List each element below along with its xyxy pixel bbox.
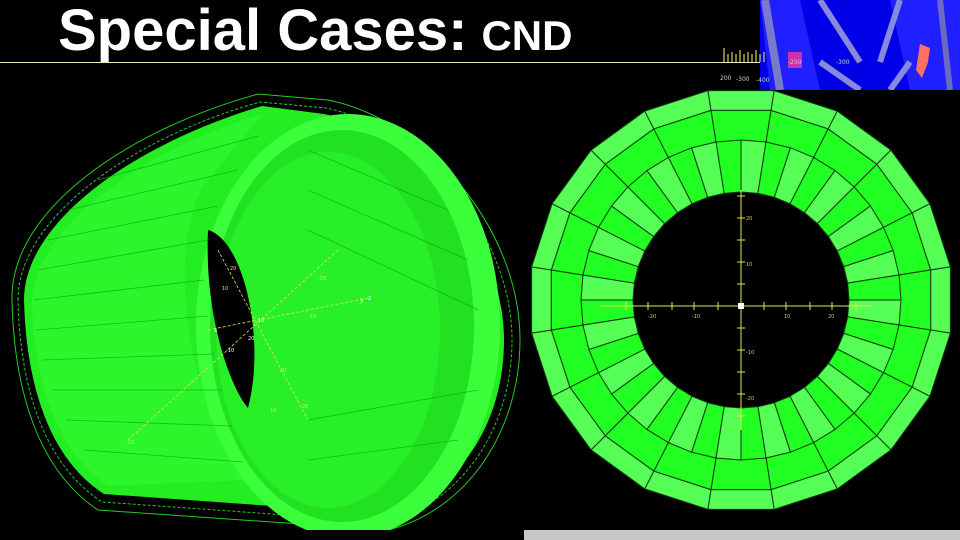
thumb-scale-label-1: 200 — [720, 75, 732, 82]
ring-middle-paddle — [710, 109, 772, 143]
left-axis-label-11: -20 — [278, 368, 286, 374]
left-axis-label-8: 10 — [258, 318, 264, 324]
thumb-scale-label-2: -300 — [736, 76, 750, 83]
left-axis-label-6: -10 — [308, 314, 316, 320]
right-hlabel-3: 10 — [784, 314, 790, 320]
right-vlabel-2: 10 — [746, 262, 752, 268]
right-hlabel-4: 20 — [828, 314, 834, 320]
cnd-3d-svg: x y z 10 20 -10 -20 10 20 -10 -20 10 20 … — [11, 93, 521, 538]
title-rule — [0, 62, 960, 63]
thumbnail-scale: 200 -300 -400 -250 -300 — [720, 48, 850, 84]
ring-middle-paddle — [550, 269, 584, 331]
left-axis-label-4: 10 — [222, 286, 228, 292]
left-axis-label-7: -20 — [318, 276, 326, 282]
footer-bar — [524, 530, 960, 540]
thumb-scale-label-4: -250 — [788, 59, 802, 66]
ring-outer-paddle — [707, 90, 775, 111]
thumb-scale-label-5: -300 — [836, 59, 850, 66]
thumb-scale-label-3: -400 — [756, 77, 770, 84]
ring-inner-paddle — [690, 141, 725, 198]
left-axis-label-5: 20 — [230, 266, 236, 272]
ring-outer-paddle — [930, 266, 951, 334]
cnd-front-svg: 20 10 -10 -20 -20 -10 10 20 — [530, 89, 952, 511]
thumbnail-graphic — [760, 0, 960, 90]
slide-title-sub: CND — [481, 12, 573, 59]
right-hlabel-1: -20 — [648, 314, 656, 320]
left-axis-label-3: z — [368, 295, 371, 302]
left-axis-label-2: y — [360, 297, 364, 304]
slide-title: Special Cases: CND — [58, 2, 572, 60]
left-axis-label-1: x — [214, 327, 218, 334]
ring-outer-paddle — [531, 266, 552, 334]
right-vlabel-3: -10 — [746, 350, 754, 356]
cnd-front-view: 20 10 -10 -20 -20 -10 10 20 — [522, 89, 960, 530]
left-axis-label-14: -10 — [126, 440, 134, 446]
right-vlabel-1: 20 — [746, 216, 752, 222]
ring-middle-paddle — [710, 457, 772, 491]
left-axis-label-9: 20 — [248, 336, 254, 342]
right-vlabel-4: -20 — [746, 396, 754, 402]
left-axis-label-10: -10 — [226, 348, 234, 354]
detector-thumbnail — [760, 0, 960, 90]
right-hlabel-2: -10 — [692, 314, 700, 320]
left-axis-label-13: 20 — [302, 404, 308, 410]
cnd-3d-view: x y z 10 20 -10 -20 10 20 -10 -20 10 20 … — [8, 90, 522, 538]
left-axis-label-12: 10 — [270, 408, 276, 414]
ring-middle-paddle — [898, 269, 932, 331]
ring-outer-paddle — [707, 489, 775, 510]
slide-title-main: Special Cases: — [58, 0, 468, 63]
